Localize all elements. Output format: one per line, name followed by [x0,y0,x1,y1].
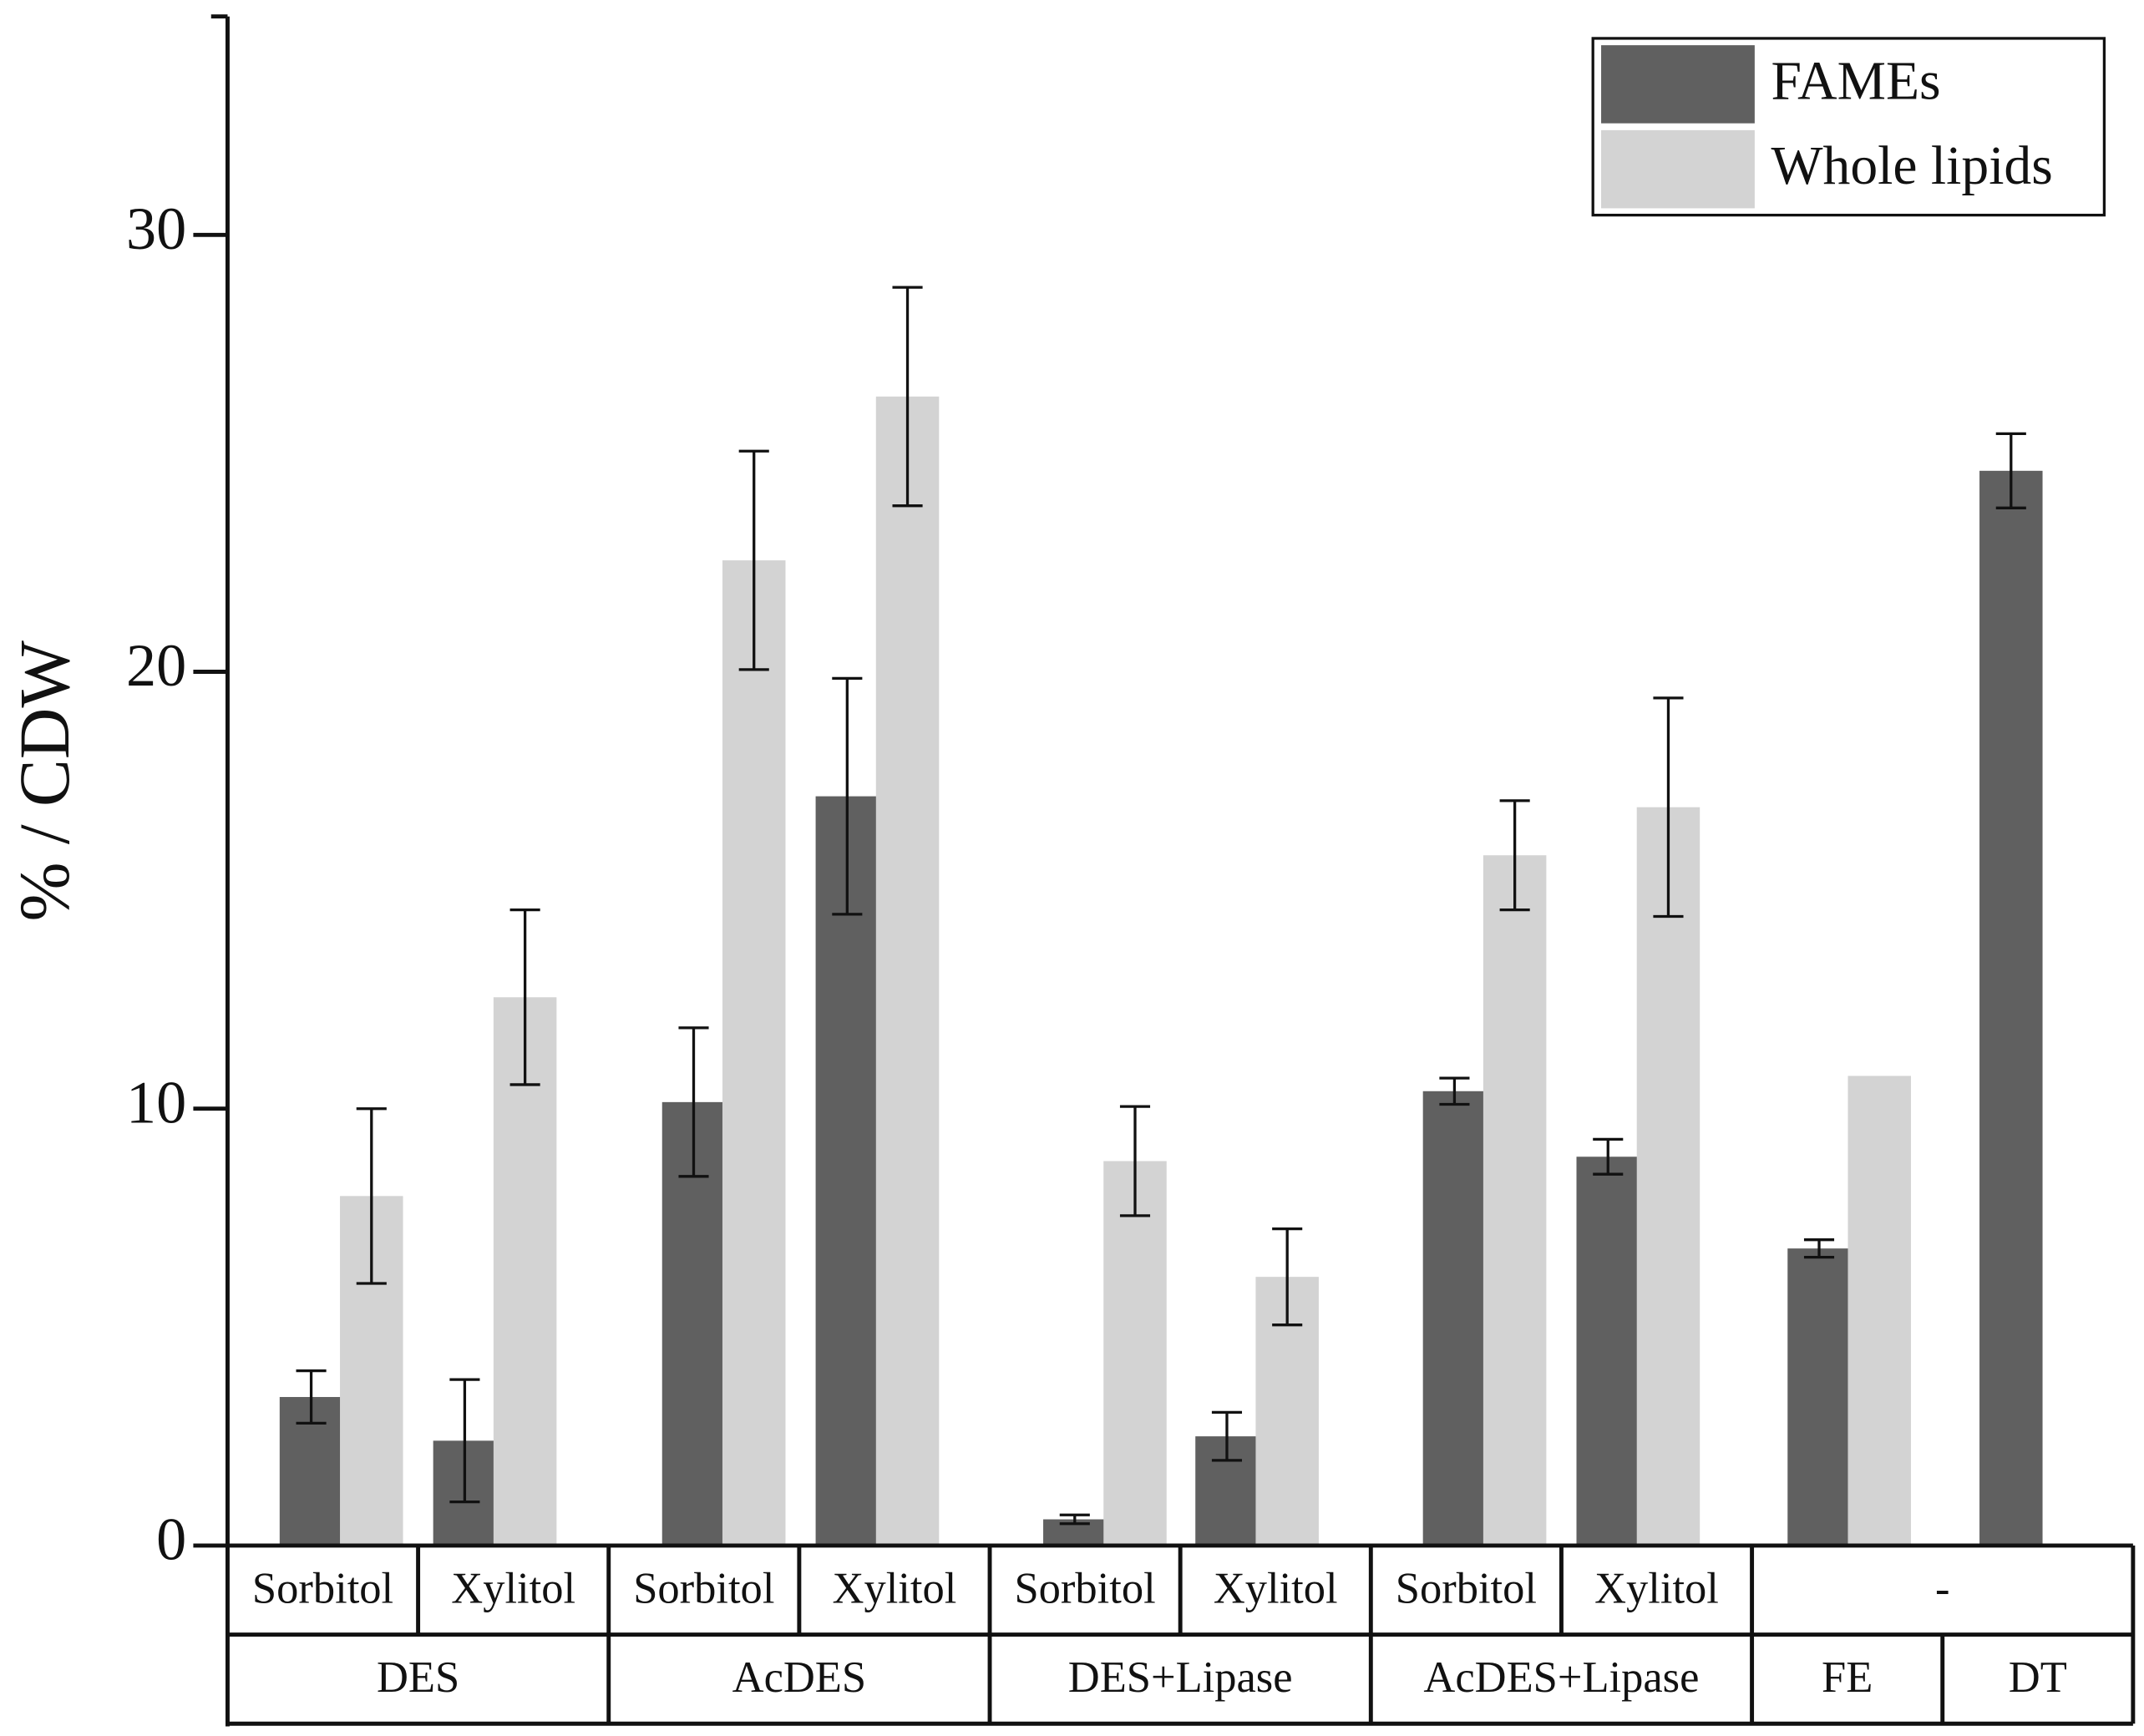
error-bar [1272,1227,1303,1327]
bar [1103,1161,1167,1546]
y-tick-label: 0 [156,1506,186,1572]
group-label: FE [1822,1653,1873,1702]
bar [722,560,786,1546]
category-label: Sorbitol [1396,1565,1537,1613]
y-axis-title: % / CDW [6,640,84,922]
error-bar [832,676,863,916]
error-bar [1439,1076,1470,1106]
error-bar [738,449,769,671]
group-label: DES+Lipase [1068,1653,1293,1702]
error-bar [678,1026,709,1178]
error-bar [296,1369,327,1425]
bar [1636,807,1701,1546]
y-tick-label: 10 [126,1069,186,1136]
error-bar [1211,1410,1243,1462]
category-label: Xylitol [1594,1565,1719,1613]
bar [1422,1091,1487,1546]
error-bar [1653,696,1684,919]
group-label: DES [377,1653,459,1702]
category-label: Xylitol [833,1565,957,1613]
error-bar [1995,432,2026,509]
bar [1483,855,1547,1546]
error-bar [449,1378,480,1504]
bar [1787,1248,1851,1546]
bar [875,396,940,1546]
group-label: DT [2009,1653,2067,1702]
category-label: - [1935,1565,1949,1613]
y-tick-label: 30 [126,195,186,262]
category-label: Sorbitol [1014,1565,1155,1613]
group-label: AcDES [732,1653,866,1702]
category-label: Xylitol [451,1565,575,1613]
error-bar [1499,799,1530,912]
bar [493,997,557,1546]
bar [1847,1076,1911,1546]
error-bar [1059,1513,1090,1526]
bar [815,796,879,1546]
legend-label: FAMEs [1771,51,1941,111]
error-bar [1593,1137,1624,1176]
error-bar [1119,1105,1151,1217]
group-label: AcDES+Lipase [1423,1653,1699,1702]
y-tick-label: 20 [126,632,186,699]
category-label: Sorbitol [252,1565,393,1613]
legend-swatch [1601,45,1755,124]
error-bar [509,908,540,1086]
error-bar [356,1107,387,1285]
category-label: Sorbitol [633,1565,774,1613]
error-bar [1803,1238,1835,1259]
bar [1979,470,2043,1546]
error-bar [892,286,923,508]
legend-swatch [1601,129,1755,209]
category-label: Xylitol [1214,1565,1338,1613]
bar [1576,1156,1640,1546]
legend-label: Whole lipids [1771,136,2053,196]
